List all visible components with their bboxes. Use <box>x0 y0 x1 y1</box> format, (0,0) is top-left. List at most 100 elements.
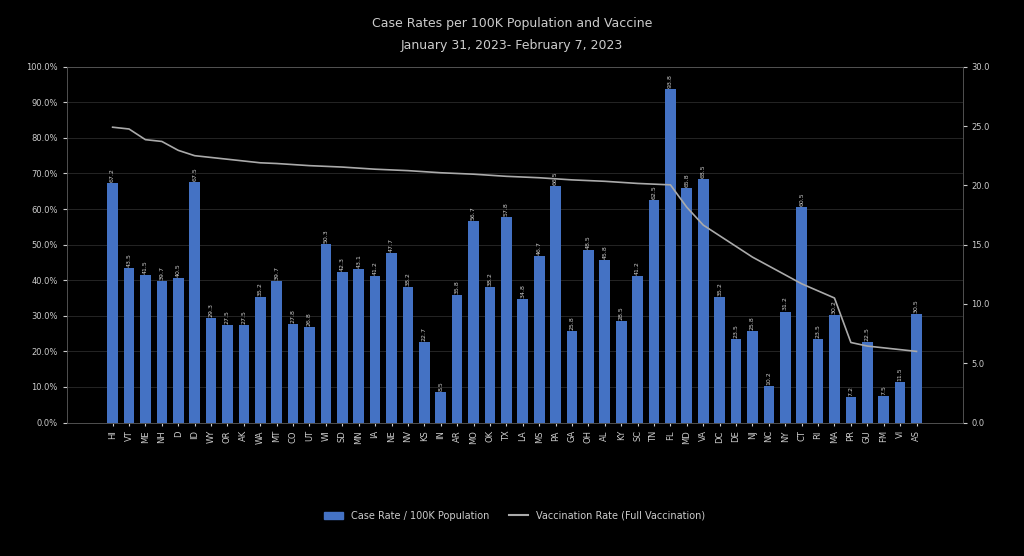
Text: 38.2: 38.2 <box>487 272 493 286</box>
Text: January 31, 2023- February 7, 2023: January 31, 2023- February 7, 2023 <box>400 39 624 52</box>
Bar <box>435 393 446 423</box>
Bar <box>566 331 578 423</box>
Bar <box>402 287 414 423</box>
Bar <box>534 256 545 423</box>
Text: 22.5: 22.5 <box>865 327 869 341</box>
Bar <box>468 221 479 423</box>
Text: 47.7: 47.7 <box>389 238 394 252</box>
Text: 38.2: 38.2 <box>406 272 411 286</box>
Text: 45.8: 45.8 <box>602 245 607 259</box>
Text: 48.5: 48.5 <box>586 235 591 249</box>
Text: 7.5: 7.5 <box>882 385 886 395</box>
Bar <box>862 342 872 423</box>
Bar <box>337 272 347 423</box>
Text: 42.3: 42.3 <box>340 257 345 271</box>
Bar <box>501 217 512 423</box>
Bar <box>715 297 725 423</box>
Text: 35.2: 35.2 <box>717 282 722 296</box>
Text: 11.5: 11.5 <box>898 367 902 380</box>
Text: 67.5: 67.5 <box>193 167 198 181</box>
Text: 23.5: 23.5 <box>815 324 820 338</box>
Bar <box>386 253 397 423</box>
Bar <box>698 179 709 423</box>
Text: 68.5: 68.5 <box>700 164 706 178</box>
Text: 65.8: 65.8 <box>684 173 689 187</box>
Bar <box>517 299 528 423</box>
Bar <box>222 325 232 423</box>
Text: 93.8: 93.8 <box>668 74 673 88</box>
Bar <box>271 281 282 423</box>
Text: 26.8: 26.8 <box>307 312 312 326</box>
Bar <box>370 276 381 423</box>
Bar <box>484 287 496 423</box>
Text: 66.5: 66.5 <box>553 171 558 185</box>
Text: 57.8: 57.8 <box>504 202 509 216</box>
Text: 46.7: 46.7 <box>537 241 542 255</box>
Bar <box>239 325 249 423</box>
Bar <box>550 186 561 423</box>
Text: 39.7: 39.7 <box>160 266 164 280</box>
Bar <box>304 327 314 423</box>
Text: Case Rates per 100K Population and Vaccine: Case Rates per 100K Population and Vacci… <box>372 17 652 29</box>
Text: 43.5: 43.5 <box>127 253 131 267</box>
Text: 30.5: 30.5 <box>914 299 919 313</box>
Text: 8.5: 8.5 <box>438 381 443 391</box>
Text: 40.5: 40.5 <box>176 264 181 277</box>
Text: 35.8: 35.8 <box>455 280 460 294</box>
Bar <box>665 89 676 423</box>
Bar <box>288 324 298 423</box>
Text: 41.5: 41.5 <box>143 260 147 274</box>
Bar <box>321 244 331 423</box>
Text: 35.2: 35.2 <box>258 282 263 296</box>
Bar <box>797 207 807 423</box>
Bar <box>846 397 856 423</box>
Text: 23.5: 23.5 <box>733 324 738 338</box>
Text: 56.7: 56.7 <box>471 206 476 220</box>
Text: 41.2: 41.2 <box>373 261 378 275</box>
Text: 31.2: 31.2 <box>782 296 787 310</box>
Bar <box>895 381 905 423</box>
Text: 27.5: 27.5 <box>242 310 247 324</box>
Bar <box>748 331 758 423</box>
Bar <box>583 250 594 423</box>
Bar <box>206 318 216 423</box>
Bar <box>632 276 643 423</box>
Bar <box>452 295 463 423</box>
Text: 10.2: 10.2 <box>766 371 771 385</box>
Bar <box>731 339 741 423</box>
Bar <box>829 315 840 423</box>
Text: 60.5: 60.5 <box>799 192 804 206</box>
Bar <box>764 386 774 423</box>
Text: 27.5: 27.5 <box>225 310 230 324</box>
Text: 43.1: 43.1 <box>356 254 361 268</box>
Text: 34.8: 34.8 <box>520 284 525 297</box>
Bar <box>780 311 791 423</box>
Text: 28.5: 28.5 <box>618 306 624 320</box>
Bar <box>124 268 134 423</box>
Bar <box>879 396 889 423</box>
Bar <box>140 275 151 423</box>
Bar <box>108 183 118 423</box>
Text: 27.8: 27.8 <box>291 309 296 322</box>
Legend: Case Rate / 100K Population, Vaccination Rate (Full Vaccination): Case Rate / 100K Population, Vaccination… <box>319 507 710 524</box>
Bar <box>189 182 200 423</box>
Text: 30.2: 30.2 <box>831 300 837 314</box>
Bar <box>682 188 692 423</box>
Bar <box>911 314 922 423</box>
Bar <box>813 339 823 423</box>
Bar <box>599 260 610 423</box>
Bar <box>648 200 659 423</box>
Bar <box>157 281 167 423</box>
Bar <box>255 297 265 423</box>
Text: 41.2: 41.2 <box>635 261 640 275</box>
Text: 22.7: 22.7 <box>422 327 427 341</box>
Text: 39.7: 39.7 <box>274 266 280 280</box>
Text: 50.3: 50.3 <box>324 229 329 242</box>
Bar <box>353 269 365 423</box>
Text: 62.5: 62.5 <box>651 185 656 199</box>
Bar <box>419 342 430 423</box>
Text: 67.2: 67.2 <box>111 168 115 182</box>
Bar <box>173 279 183 423</box>
Text: 25.8: 25.8 <box>569 316 574 330</box>
Text: 29.3: 29.3 <box>209 303 214 317</box>
